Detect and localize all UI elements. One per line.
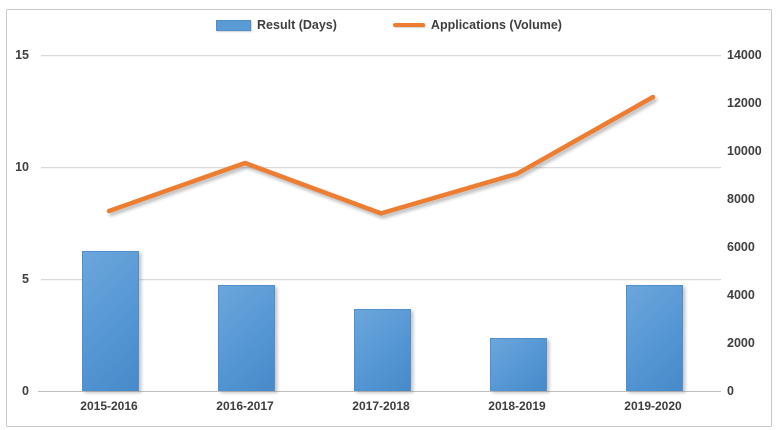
applications-volume-line — [106, 94, 656, 216]
bar-2016-2017 — [217, 284, 275, 391]
x-axis-label-2018-2019: 2018-2019 — [488, 399, 546, 413]
right-axis-tick-0: 0 — [727, 384, 734, 398]
x-axis: 2015-2016 2016-2017 2017-2018 2018-2019 2019… — [41, 399, 721, 413]
right-axis-tick-10000: 10000 — [727, 144, 762, 158]
x-axis-label-2019-2020: 2019-2020 — [624, 399, 682, 413]
bar-2015-2016 — [81, 251, 139, 391]
right-axis-tick-14000: 14000 — [727, 48, 762, 62]
left-axis-tick-5: 5 — [22, 272, 29, 286]
bar-series-swatch-icon — [216, 19, 252, 31]
y-axis-right: 0 2000 4000 6000 8000 10000 12000 14000 — [727, 48, 775, 398]
bar-2018-2019 — [489, 338, 547, 391]
gridline-15 — [41, 55, 721, 56]
plot-area — [38, 55, 721, 392]
left-axis-tick-0: 0 — [22, 384, 29, 398]
x-axis-line — [38, 391, 721, 392]
gridline-10 — [41, 167, 721, 168]
bar-2017-2018 — [353, 309, 411, 391]
x-axis-label-2015-2016: 2015-2016 — [80, 399, 138, 413]
legend-label-applications-volume: Applications (Volume) — [430, 18, 562, 32]
chart-legend: Result (Days) Applications (Volume) — [0, 18, 778, 32]
right-axis-tick-12000: 12000 — [727, 96, 762, 110]
legend-item-applications-volume: Applications (Volume) — [392, 18, 562, 32]
x-axis-label-2016-2017: 2016-2017 — [216, 399, 274, 413]
legend-item-result-days: Result (Days) — [216, 18, 337, 32]
line-series-swatch-icon — [392, 22, 425, 28]
left-axis-tick-15: 15 — [15, 48, 29, 62]
right-axis-tick-2000: 2000 — [727, 336, 755, 350]
right-axis-tick-4000: 4000 — [727, 288, 755, 302]
right-axis-tick-8000: 8000 — [727, 192, 755, 206]
bar-2019-2020 — [625, 284, 683, 391]
x-axis-label-2017-2018: 2017-2018 — [352, 399, 410, 413]
legend-label-result-days: Result (Days) — [257, 18, 337, 32]
left-axis-tick-10: 10 — [15, 160, 29, 174]
y-axis-left: 0 5 10 15 — [0, 48, 31, 398]
right-axis-tick-6000: 6000 — [727, 240, 755, 254]
gridline-5 — [41, 279, 721, 280]
